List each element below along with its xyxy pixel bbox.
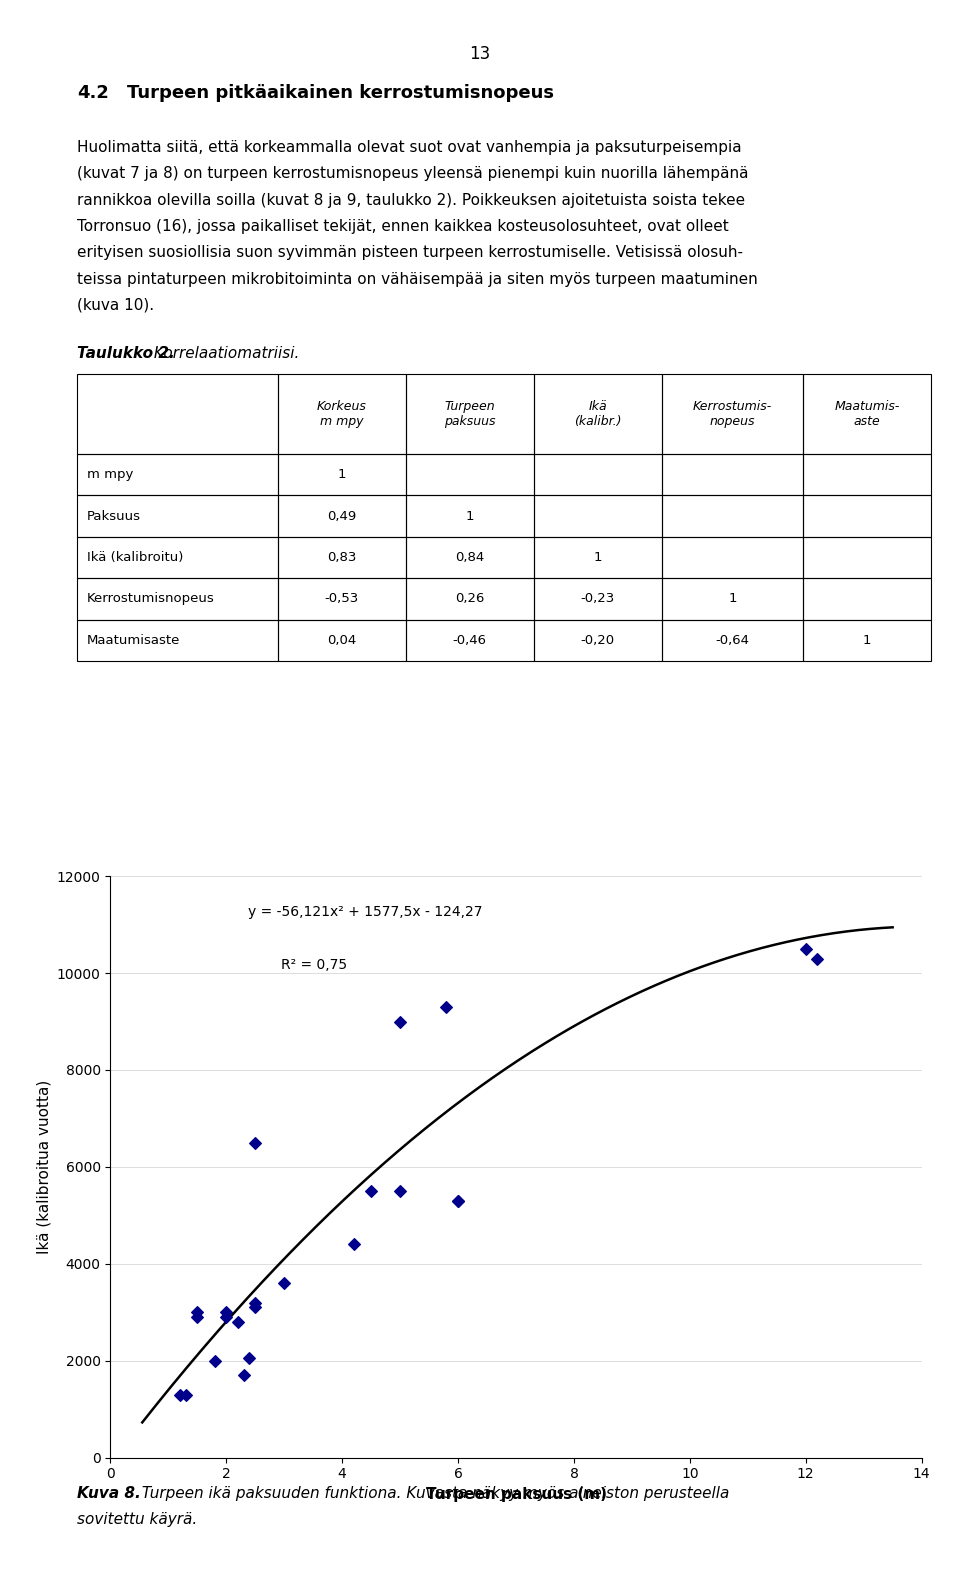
Text: Korrelaatiomatriisi.: Korrelaatiomatriisi. — [149, 346, 300, 360]
Text: (kuva 10).: (kuva 10). — [77, 298, 154, 312]
Text: 0,04: 0,04 — [327, 634, 356, 647]
Text: Kerrostumis-
nopeus: Kerrostumis- nopeus — [693, 400, 772, 429]
Text: -0,23: -0,23 — [581, 593, 614, 605]
Y-axis label: Ikä (kalibroitua vuotta): Ikä (kalibroitua vuotta) — [36, 1080, 51, 1254]
Text: Maatumisaste: Maatumisaste — [86, 634, 180, 647]
Text: rannikkoa olevilla soilla (kuvat 8 ja 9, taulukko 2). Poikkeuksen ajoitetuista s: rannikkoa olevilla soilla (kuvat 8 ja 9,… — [77, 193, 745, 207]
Text: sovitettu käyrä.: sovitettu käyrä. — [77, 1512, 197, 1526]
Text: Turpeen pitkäaikainen kerrostumisnopeus: Turpeen pitkäaikainen kerrostumisnopeus — [127, 84, 554, 102]
Point — [172, 1381, 187, 1407]
Text: Kerrostumisnopeus: Kerrostumisnopeus — [86, 593, 215, 605]
Text: Taulukko 2.: Taulukko 2. — [77, 346, 175, 360]
X-axis label: Turpeen paksuus (m): Turpeen paksuus (m) — [425, 1486, 607, 1502]
Text: Maatumis-
aste: Maatumis- aste — [834, 400, 900, 429]
Point — [276, 1271, 292, 1297]
Point — [236, 1362, 252, 1388]
Text: (kuvat 7 ja 8) on turpeen kerrostumisnopeus yleensä pienempi kuin nuorilla lähem: (kuvat 7 ja 8) on turpeen kerrostumisnop… — [77, 166, 748, 182]
Point — [450, 1188, 466, 1214]
Text: 1: 1 — [338, 468, 346, 481]
Text: R² = 0,75: R² = 0,75 — [280, 957, 347, 972]
Text: Turpeen
paksuus: Turpeen paksuus — [444, 400, 495, 429]
Text: Kuva 8.: Kuva 8. — [77, 1486, 140, 1501]
Point — [242, 1346, 257, 1372]
Text: Ikä (kalibroitu): Ikä (kalibroitu) — [86, 551, 183, 564]
Text: 1: 1 — [593, 551, 602, 564]
Text: 0,26: 0,26 — [455, 593, 485, 605]
Text: -0,53: -0,53 — [324, 593, 359, 605]
Point — [364, 1179, 379, 1204]
Point — [393, 1179, 408, 1204]
Point — [219, 1300, 234, 1325]
Point — [450, 1188, 466, 1214]
Text: -0,20: -0,20 — [581, 634, 614, 647]
Point — [248, 1295, 263, 1321]
Text: 0,83: 0,83 — [327, 551, 356, 564]
Text: 4.2: 4.2 — [77, 84, 108, 102]
Text: 0,49: 0,49 — [327, 510, 356, 523]
Text: -0,64: -0,64 — [715, 634, 750, 647]
Point — [809, 946, 825, 972]
Text: Huolimatta siitä, että korkeammalla olevat suot ovat vanhempia ja paksuturpeisem: Huolimatta siitä, että korkeammalla olev… — [77, 140, 741, 155]
Text: 13: 13 — [469, 45, 491, 62]
Text: 1: 1 — [466, 510, 474, 523]
Point — [190, 1300, 205, 1325]
Text: Torronsuo (16), jossa paikalliset tekijät, ennen kaikkea kosteusolosuhteet, ovat: Torronsuo (16), jossa paikalliset tekijä… — [77, 218, 729, 234]
Text: 1: 1 — [729, 593, 736, 605]
Point — [248, 1129, 263, 1155]
Point — [178, 1381, 193, 1407]
Text: y = -56,121x² + 1577,5x - 124,27: y = -56,121x² + 1577,5x - 124,27 — [249, 905, 483, 919]
Point — [230, 1309, 246, 1335]
Point — [798, 937, 813, 962]
Text: 1: 1 — [863, 634, 872, 647]
Text: -0,46: -0,46 — [453, 634, 487, 647]
Text: m mpy: m mpy — [86, 468, 133, 481]
Text: Paksuus: Paksuus — [86, 510, 141, 523]
Point — [207, 1348, 223, 1373]
Point — [439, 994, 454, 1020]
Text: teissa pintaturpeen mikrobitoiminta on vähäisempää ja siten myös turpeen maatumi: teissa pintaturpeen mikrobitoiminta on v… — [77, 271, 757, 287]
Text: Korkeus
m mpy: Korkeus m mpy — [317, 400, 367, 429]
Point — [190, 1305, 205, 1330]
Point — [346, 1231, 361, 1257]
Point — [393, 1008, 408, 1034]
Text: erityisen suosiollisia suon syvimmän pisteen turpeen kerrostumiselle. Vetisissä : erityisen suosiollisia suon syvimmän pis… — [77, 245, 743, 260]
Text: 0,84: 0,84 — [455, 551, 485, 564]
Text: Ikä
(kalibr.): Ikä (kalibr.) — [574, 400, 621, 429]
Text: Turpeen ikä paksuuden funktiona. Kuvasta näkyy myös aineiston perusteella: Turpeen ikä paksuuden funktiona. Kuvasta… — [137, 1486, 730, 1501]
Point — [248, 1290, 263, 1316]
Point — [219, 1305, 234, 1330]
